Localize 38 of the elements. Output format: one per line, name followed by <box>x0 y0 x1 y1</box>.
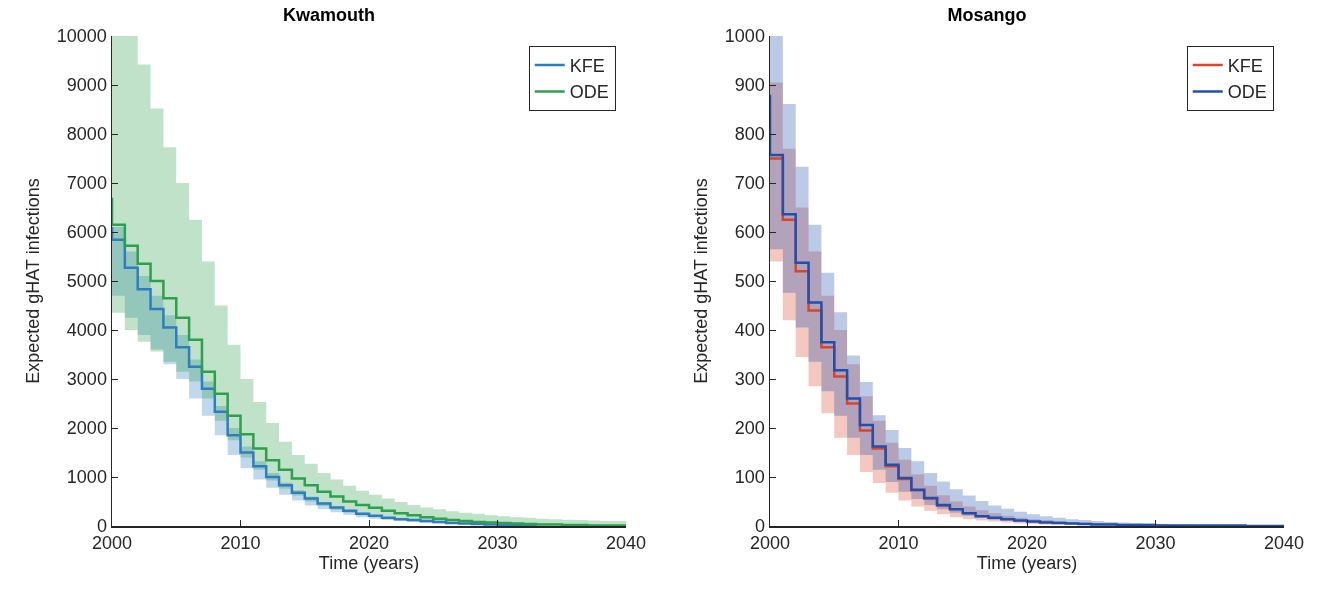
y-tick-label: 4000 <box>66 320 107 341</box>
y-tick-label: 6000 <box>66 222 107 243</box>
legend-label: ODE <box>1227 82 1267 103</box>
y-tick-label: 600 <box>734 222 765 243</box>
y-tick-label: 9000 <box>66 75 107 96</box>
y-tick-label: 3000 <box>66 369 107 390</box>
chart-title: Mosango <box>947 5 1027 26</box>
x-axis-title: Time (years) <box>318 553 420 574</box>
legend-label: ODE <box>569 82 609 103</box>
x-tick-label: 2010 <box>220 533 261 554</box>
y-tick-label: 1000 <box>66 467 107 488</box>
y-tick-label: 2000 <box>66 418 107 439</box>
y-tick-label: 400 <box>734 320 765 341</box>
y-tick-label: 100 <box>734 467 765 488</box>
y-tick-label: 5000 <box>66 271 107 292</box>
y-tick-label: 900 <box>734 75 765 96</box>
y-tick-label: 1000 <box>724 26 765 47</box>
y-tick-label: 8000 <box>66 124 107 145</box>
x-tick-label: 2030 <box>477 533 518 554</box>
x-tick-label: 2010 <box>878 533 919 554</box>
y-axis-title: Expected gHAT infections <box>23 178 44 384</box>
chart-title: Kwamouth <box>283 5 375 26</box>
y-tick-label: 800 <box>734 124 765 145</box>
x-axis-title: Time (years) <box>976 553 1078 574</box>
y-axis-title: Expected gHAT infections <box>691 178 712 384</box>
y-tick-label: 700 <box>734 173 765 194</box>
legend-label: KFE <box>1227 56 1263 77</box>
legend-label: KFE <box>569 56 605 77</box>
x-tick-label: 2040 <box>1263 533 1305 554</box>
y-tick-label: 200 <box>734 418 765 439</box>
x-tick-label: 2040 <box>605 533 647 554</box>
x-tick-label: 2030 <box>1135 533 1176 554</box>
y-tick-label: 500 <box>734 271 765 292</box>
y-tick-label: 300 <box>734 369 765 390</box>
x-tick-label: 2020 <box>348 533 390 554</box>
y-tick-label: 7000 <box>66 173 107 194</box>
y-tick-label: 10000 <box>56 26 107 47</box>
x-tick-label: 2020 <box>1006 533 1048 554</box>
